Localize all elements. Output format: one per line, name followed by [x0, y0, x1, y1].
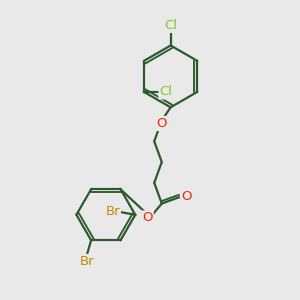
Text: O: O — [156, 117, 166, 130]
Text: Cl: Cl — [159, 85, 172, 98]
Text: O: O — [142, 212, 153, 224]
Text: Br: Br — [80, 255, 94, 268]
Text: O: O — [181, 190, 191, 202]
Text: Cl: Cl — [164, 19, 177, 32]
Text: Br: Br — [105, 205, 120, 218]
